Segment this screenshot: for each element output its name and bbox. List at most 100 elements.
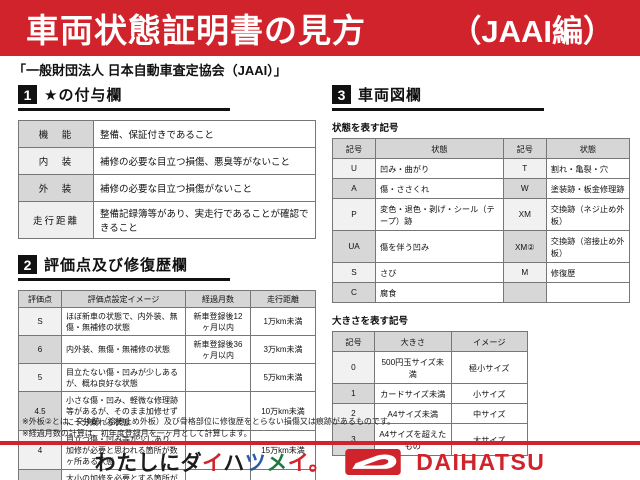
months-cell: 新車登録後12ヶ月以内 — [185, 307, 251, 336]
section1-title: ★の付与欄 — [44, 87, 123, 104]
state-cell: 修復歴 — [545, 262, 631, 283]
table-row: 3.5大小の加修を必要とする箇所が数ヶ所ある状態又は外板②適用車 — [18, 469, 316, 480]
section2-title: 評価点及び修復歴欄 — [44, 257, 189, 274]
section1-header: 1 ★の付与欄 — [18, 84, 230, 111]
column-header: 走行距離 — [250, 290, 316, 308]
content-columns: 1 ★の付与欄 機 能整備、保証付きであること内 装補修の必要な目立つ損傷、悪臭… — [18, 84, 631, 480]
slogan-char: し — [137, 452, 160, 475]
mileage-cell: 10万km未満 — [250, 391, 316, 431]
state-cell: 腐食 — [375, 282, 504, 303]
column-header: イメージ — [450, 331, 529, 352]
criteria-label-cell: 外 装 — [18, 174, 94, 202]
criteria-desc-cell: 補修の必要な目立つ損傷がないこと — [93, 174, 316, 202]
score-cell: 4.5 — [18, 391, 62, 431]
symbol-cell: 1 — [332, 383, 375, 404]
state-cell: 凹み・曲がり — [375, 158, 504, 179]
score-cell: 6 — [18, 335, 62, 364]
table-row: U 凹み・曲がり T 割れ・亀裂・穴 — [332, 158, 631, 179]
symbol-cell: S — [332, 262, 376, 283]
table-row: 外 装補修の必要な目立つ損傷がないこと — [18, 174, 316, 202]
table-row: 4.5 小さな傷・凹み、軽微な修理跡等があるが、そのまま加修せずに十分乗れる状態 1… — [18, 391, 316, 431]
size-table-body: 0 500円玉サイズ未満 極小サイズ 1 カードサイズ未満 小サイズ 2 A4サイズ未満 中サイ… — [332, 351, 529, 456]
condition-table-body: U 凹み・曲がり T 割れ・亀裂・穴 A 傷・ささくれ W 塗装跡・板金修理跡 P 変色・退色・剥… — [332, 158, 631, 303]
description-cell: 内外装、無傷・無補修の状態 — [61, 335, 186, 364]
table-header-row: 記号 大きさ イメージ — [332, 331, 529, 352]
table-row: 4 目立つ傷・凹み等が少しあり、加修が必要と思われる箇所が数ヶ所ある状態 15万km… — [18, 430, 316, 470]
table-row: 機 能整備、保証付きであること — [18, 120, 316, 148]
score-cell: 5 — [18, 363, 62, 392]
column-header: 経過月数 — [185, 290, 251, 308]
section3-number-badge: 3 — [332, 85, 351, 104]
criteria-desc-cell: 整備記録簿等があり、実走行であることが確認できること — [93, 201, 316, 239]
slogan-char: ダ — [180, 452, 203, 475]
symbol-cell: A — [332, 178, 376, 199]
column-header: 評価点 — [18, 290, 62, 308]
score-cell: S — [18, 307, 62, 336]
condition-table-label: 状態を表す記号 — [332, 123, 399, 134]
column-header: 記号 — [332, 138, 376, 159]
section1-number-badge: 1 — [18, 85, 37, 104]
size-table-label: 大きさを表す記号 — [332, 316, 409, 327]
state-cell: 交換跡（溶接止め外板） — [545, 230, 631, 263]
state-cell: さび — [375, 262, 504, 283]
column-header: 記号 — [332, 331, 375, 352]
page-title: 車両状態証明書の見方 — [26, 12, 366, 49]
eval-table-body: S ほぼ新車の状態で、内外装、無傷・無補修の状態 新車登録後12ヶ月以内 1万km未満… — [18, 307, 316, 480]
section3-title: 車両図欄 — [358, 87, 423, 104]
footnote-line: ※経過月数の計算は、初年度登録月を一ヶ月として計算します。 — [22, 429, 252, 439]
description-cell: 目立たない傷・凹みが少しあるが、概ね良好な状態 — [61, 363, 186, 392]
symbol-cell: M — [502, 262, 547, 283]
months-cell — [185, 363, 251, 392]
mileage-cell: 1万km未満 — [250, 307, 316, 336]
table-header-row: 記号 状態 記号 状態 — [332, 138, 631, 159]
criteria-label-cell: 走行距離 — [18, 201, 94, 239]
description-cell: ほぼ新車の状態で、内外装、無傷・無補修の状態 — [61, 307, 186, 336]
footnote-line: ※外板②とは、交換跡（溶接止め外板）及び骨格部位に修復歴をとらない損傷又は痕跡が… — [22, 417, 396, 426]
table-row: 走行距離 整備記録簿等があり、実走行であることが確認できること — [18, 201, 316, 239]
size-cell: 500円玉サイズ未満 — [373, 351, 452, 384]
image-cell: 小サイズ — [450, 383, 529, 404]
state-cell: 変色・退色・剥げ・シール（テープ）跡 — [375, 198, 504, 231]
brand-slogan: わたしにダイハツメイ。 — [95, 447, 331, 477]
symbol-cell: XM — [502, 198, 547, 231]
slogan-char: ハ — [223, 452, 245, 475]
table-header-row: 評価点 評価点設定イメージ 経過月数 走行距離 — [18, 290, 316, 308]
page-title-edition: （JAAI編） — [450, 13, 614, 49]
daihatsu-logo-icon — [345, 449, 402, 475]
symbol-cell: U — [332, 158, 376, 179]
symbol-cell: T — [502, 158, 547, 179]
slogan-char: に — [159, 452, 181, 475]
table-row: 0 500円玉サイズ未満 極小サイズ — [332, 351, 529, 384]
state-cell — [545, 282, 631, 303]
table-row: C 腐食 — [332, 282, 631, 303]
description-cell: 小さな傷・凹み、軽微な修理跡等があるが、そのまま加修せずに十分乗れる状態 — [61, 391, 186, 431]
condition-table-head: 記号 状態 記号 状態 — [332, 138, 631, 159]
state-cell: 傷・ささくれ — [375, 178, 504, 199]
image-cell: 極小サイズ — [450, 351, 529, 384]
column-header: 大きさ — [373, 331, 452, 352]
table-row: 2 A4サイズ未満 中サイズ — [332, 403, 529, 424]
months-cell: 新車登録後36ヶ月以内 — [185, 335, 251, 364]
column-header: 評価点設定イメージ — [61, 290, 186, 308]
state-cell: 塗装跡・板金修理跡 — [545, 178, 631, 199]
slogan-char: 。 — [308, 452, 331, 475]
slogan-char: ツ — [244, 452, 267, 475]
evaluation-table: 評価点 評価点設定イメージ 経過月数 走行距離 S ほぼ新車の状態で、内外装、無傷… — [18, 290, 316, 480]
size-table-head: 記号 大きさ イメージ — [332, 331, 529, 352]
slogan-char: た — [116, 452, 138, 475]
mileage-cell: 3万km未満 — [250, 335, 316, 364]
table-row: S ほぼ新車の状態で、内外装、無傷・無補修の状態 新車登録後12ヶ月以内 1万km未満 — [18, 307, 316, 336]
criteria-desc-cell: 整備、保証付きであること — [93, 120, 316, 148]
star-table-body: 機 能整備、保証付きであること内 装補修の必要な目立つ損傷、悪臭等がないこと外 … — [18, 120, 316, 239]
right-column: 3 車両図欄 状態を表す記号 記号 状態 記号 状態 U 凹み・曲がり T 割れ・亀裂… — [332, 84, 631, 480]
slogan-char: イ — [287, 452, 309, 475]
symbol-cell: C — [332, 282, 376, 303]
table-row: P 変色・退色・剥げ・シール（テープ）跡 XM 交換跡（ネジ止め外板） — [332, 198, 631, 231]
size-symbol-table: 記号 大きさ イメージ 0 500円玉サイズ未満 極小サイズ 1 カードサイズ未満 小サイ… — [332, 331, 529, 456]
footnotes: ※外板②とは、交換跡（溶接止め外板）及び骨格部位に修復歴をとらない損傷又は痕跡が… — [22, 416, 395, 441]
evaluation-table-head: 評価点 評価点設定イメージ 経過月数 走行距離 — [18, 290, 316, 308]
column-header: 記号 — [502, 138, 547, 159]
organization-subtitle: 「一般財団法人 日本自動車査定協会（JAAI）」 — [13, 63, 287, 78]
criteria-label-cell: 機 能 — [18, 120, 94, 148]
